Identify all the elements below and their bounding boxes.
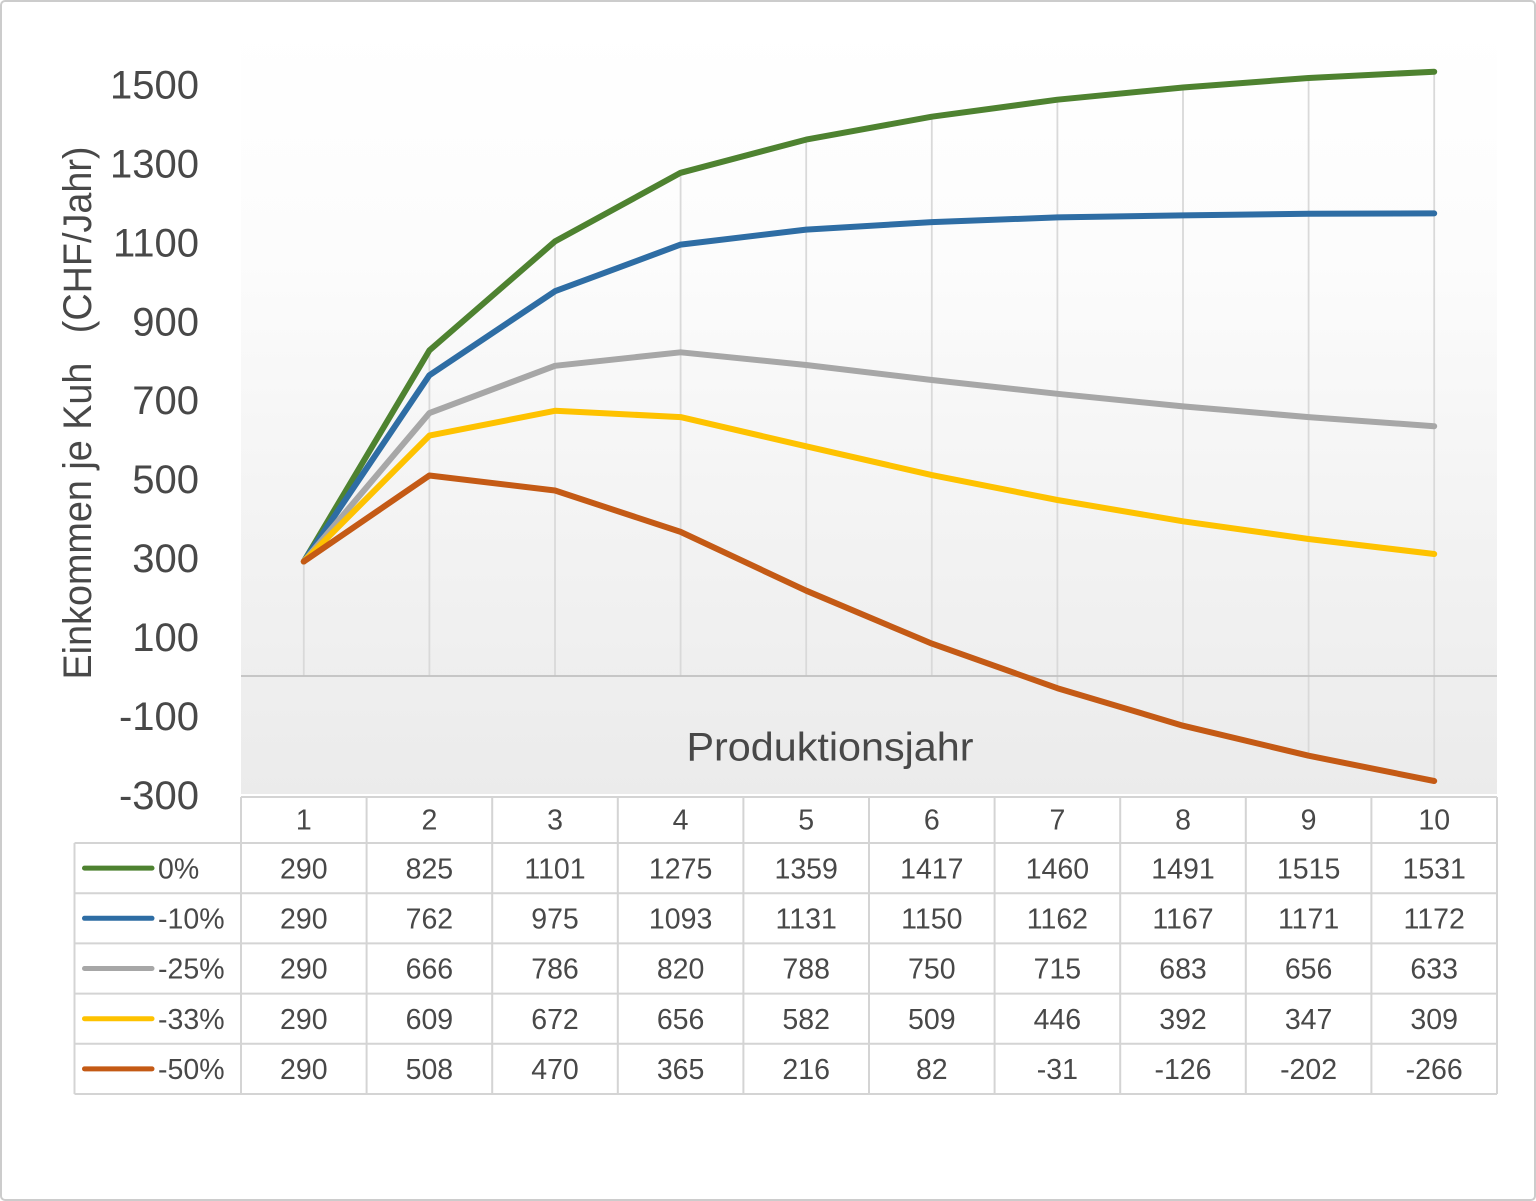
svg-text:8: 8 [1175,805,1191,837]
svg-text:290: 290 [280,904,328,936]
svg-text:10: 10 [1418,805,1450,837]
svg-text:392: 392 [1159,1004,1207,1036]
svg-text:1150: 1150 [901,904,962,936]
svg-text:762: 762 [406,904,454,936]
svg-text:656: 656 [1285,954,1333,986]
svg-text:-300: -300 [119,774,199,818]
svg-text:715: 715 [1034,954,1082,986]
svg-text:216: 216 [782,1054,830,1086]
svg-text:1172: 1172 [1404,904,1465,936]
svg-text:1417: 1417 [900,853,963,885]
svg-text:1101: 1101 [524,853,585,885]
svg-text:1491: 1491 [1151,853,1214,885]
svg-text:1300: 1300 [110,142,199,186]
svg-text:1131: 1131 [776,904,837,936]
svg-text:509: 509 [908,1004,956,1036]
svg-text:309: 309 [1410,1004,1458,1036]
svg-text:-50%: -50% [158,1054,225,1086]
svg-text:672: 672 [531,1004,579,1036]
svg-text:-31: -31 [1037,1054,1078,1086]
svg-text:1162: 1162 [1027,904,1088,936]
svg-text:446: 446 [1034,1004,1082,1036]
svg-text:4: 4 [673,805,689,837]
svg-text:-33%: -33% [158,1004,225,1036]
svg-text:609: 609 [406,1004,454,1036]
svg-text:1515: 1515 [1277,853,1340,885]
svg-text:900: 900 [132,300,199,344]
svg-text:3: 3 [547,805,563,837]
svg-text:633: 633 [1410,954,1458,986]
svg-text:7: 7 [1049,805,1065,837]
svg-text:-266: -266 [1406,1054,1463,1086]
svg-text:1093: 1093 [649,904,712,936]
svg-text:365: 365 [657,1054,705,1086]
svg-text:-25%: -25% [158,954,225,986]
svg-text:6: 6 [924,805,940,837]
svg-text:975: 975 [531,904,579,936]
svg-text:683: 683 [1159,954,1207,986]
svg-text:825: 825 [406,853,454,885]
svg-text:290: 290 [280,1054,328,1086]
svg-text:500: 500 [132,458,199,502]
svg-text:347: 347 [1285,1004,1333,1036]
svg-text:656: 656 [657,1004,705,1036]
svg-text:2: 2 [421,805,437,837]
svg-text:1171: 1171 [1278,904,1339,936]
svg-text:1359: 1359 [774,853,837,885]
svg-text:290: 290 [280,1004,328,1036]
svg-text:290: 290 [280,853,328,885]
svg-text:470: 470 [531,1054,579,1086]
svg-text:1500: 1500 [110,64,199,108]
svg-text:82: 82 [916,1054,948,1086]
svg-text:-202: -202 [1280,1054,1337,1086]
svg-text:1100: 1100 [113,221,199,265]
svg-text:1167: 1167 [1152,904,1213,936]
svg-text:666: 666 [406,954,454,986]
svg-text:-10%: -10% [158,904,225,936]
svg-text:0%: 0% [158,853,199,885]
svg-text:1275: 1275 [649,853,712,885]
svg-text:700: 700 [132,379,199,423]
svg-text:300: 300 [132,537,199,581]
svg-text:9: 9 [1301,805,1317,837]
svg-text:1460: 1460 [1026,853,1089,885]
svg-text:820: 820 [657,954,705,986]
svg-text:100: 100 [132,616,199,660]
svg-text:290: 290 [280,954,328,986]
svg-text:508: 508 [406,1054,454,1086]
svg-text:Produktionsjahr: Produktionsjahr [687,726,974,770]
svg-text:788: 788 [782,954,830,986]
svg-text:1531: 1531 [1402,853,1465,885]
svg-text:-100: -100 [119,695,199,739]
svg-text:786: 786 [531,954,579,986]
svg-text:Einkommen je Kuh (CHF/Jahr): Einkommen je Kuh (CHF/Jahr) [56,147,100,680]
svg-text:1: 1 [296,805,312,837]
svg-text:-126: -126 [1154,1054,1211,1086]
svg-text:750: 750 [908,954,956,986]
svg-text:582: 582 [782,1004,830,1036]
svg-text:5: 5 [798,805,814,837]
